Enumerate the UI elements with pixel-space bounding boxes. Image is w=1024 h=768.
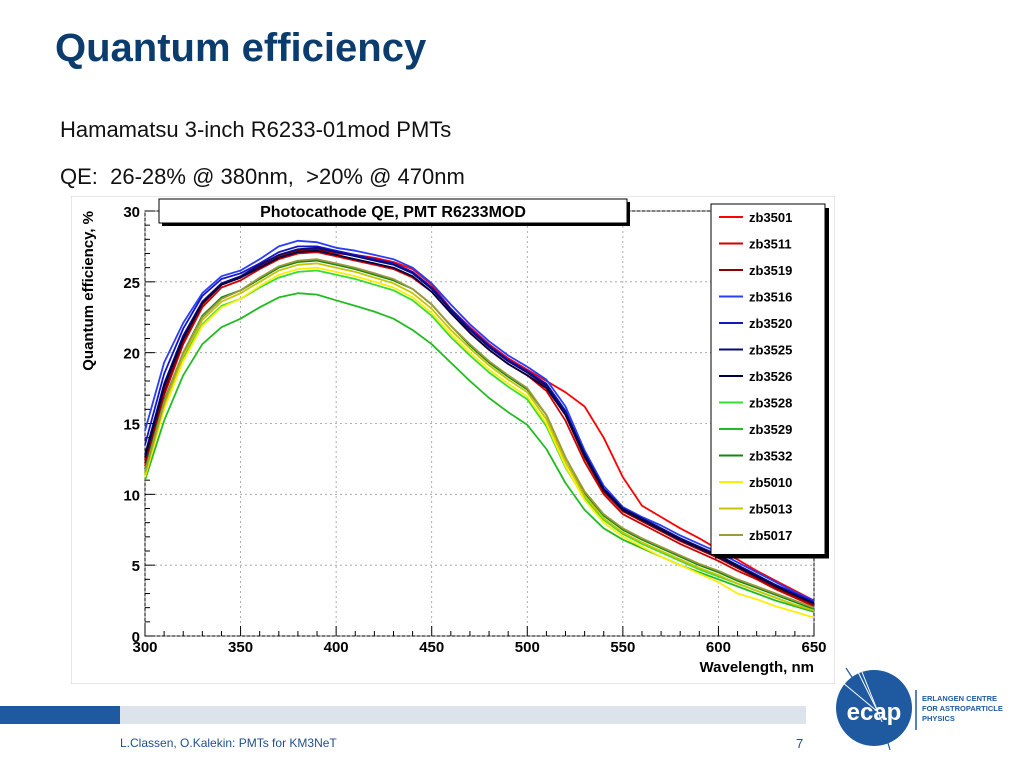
qe-chart: 300 350 400 450 500 550 600 650 0 5 10 15 20 25 30 Wave… — [71, 196, 835, 684]
slide-title: Quantum efficiency — [55, 26, 427, 70]
series-line-zb3526 — [144, 249, 815, 605]
series-line-zb3525 — [144, 246, 815, 605]
ecap-logo: ecap ERLANGEN CENTRE FOR ASTROPARTICLE P… — [836, 663, 1003, 751]
legend-label: zb5010 — [749, 475, 792, 490]
x-tick-label: 550 — [610, 639, 635, 656]
series-line-zb3532 — [144, 259, 815, 610]
x-tick-label: 450 — [419, 639, 444, 656]
y-tick-label: 5 — [132, 558, 140, 575]
series-line-zb5013 — [144, 262, 815, 612]
legend-label: zb5013 — [749, 502, 792, 517]
y-tick-label: 25 — [123, 275, 140, 292]
x-axis-title: Wavelength, nm — [700, 659, 814, 676]
ecap-logo-ray — [841, 681, 879, 713]
y-tick-label: 0 — [132, 629, 140, 646]
legend-label: zb3529 — [749, 422, 792, 437]
legend-label: zb3511 — [749, 237, 792, 252]
legend-label: zb3501 — [749, 210, 792, 225]
footer-authors: L.Classen, O.Kalekin: PMTs for KM3NeT — [120, 736, 337, 750]
x-tick-label: 300 — [132, 639, 157, 656]
series-line-zb5017 — [144, 258, 815, 609]
series-line-zb3528 — [144, 269, 815, 612]
ecap-logo-ray — [845, 667, 873, 709]
qe-chart-svg: 300 350 400 450 500 550 600 650 0 5 10 15 20 25 30 Wave… — [71, 196, 835, 684]
series-line-zb3529 — [144, 292, 815, 613]
ecap-logo-ray — [853, 663, 877, 709]
y-tick-label: 30 — [123, 204, 140, 221]
ecap-logo-line-1: ERLANGEN CENTRE — [922, 694, 997, 703]
ecap-logo-wordmark: ecap — [847, 699, 902, 726]
subtitle-qe-summary: QE: 26-28% @ 380nm, >20% @ 470nm — [60, 164, 465, 189]
ecap-logo-circle — [836, 670, 912, 746]
legend-label: zb3519 — [749, 263, 792, 278]
legend-box — [710, 203, 826, 555]
ecap-logo-line-3: PHYSICS — [922, 714, 955, 723]
legend-label: zb3520 — [749, 316, 792, 331]
legend-label: zb5017 — [749, 528, 792, 543]
legend-label: zb3516 — [749, 290, 792, 305]
legend-label: zb3532 — [749, 449, 792, 464]
y-axis-title: Quantum efficiency, % — [80, 211, 97, 371]
footer-bar-accent — [0, 706, 120, 724]
series-line-zb3516 — [144, 239, 815, 602]
x-tick-label: 600 — [706, 639, 731, 656]
legend-label: zb3528 — [749, 396, 792, 411]
ecap-logo-ray — [861, 671, 883, 723]
y-tick-label: 10 — [123, 487, 140, 504]
footer-bar — [120, 706, 806, 724]
y-tick-label: 20 — [123, 346, 140, 363]
series-line-zb5010 — [144, 266, 815, 619]
ecap-logo-ray — [881, 721, 891, 751]
y-tick-label: 15 — [123, 417, 140, 434]
legend-label: zb3525 — [749, 343, 792, 358]
subtitle-pmt-model: Hamamatsu 3-inch R6233-01mod PMTs — [60, 117, 452, 142]
chart-title: Photocathode QE, PMT R6233MOD — [260, 204, 526, 221]
page-number: 7 — [796, 736, 804, 751]
ecap-logo-line-2: FOR ASTROPARTICLE — [922, 704, 1003, 713]
x-tick-label: 650 — [801, 639, 826, 656]
x-tick-label: 500 — [515, 639, 540, 656]
chart-title-box — [158, 198, 628, 224]
x-tick-label: 400 — [324, 639, 349, 656]
x-tick-label: 350 — [228, 639, 253, 656]
legend-label: zb3526 — [749, 369, 792, 384]
